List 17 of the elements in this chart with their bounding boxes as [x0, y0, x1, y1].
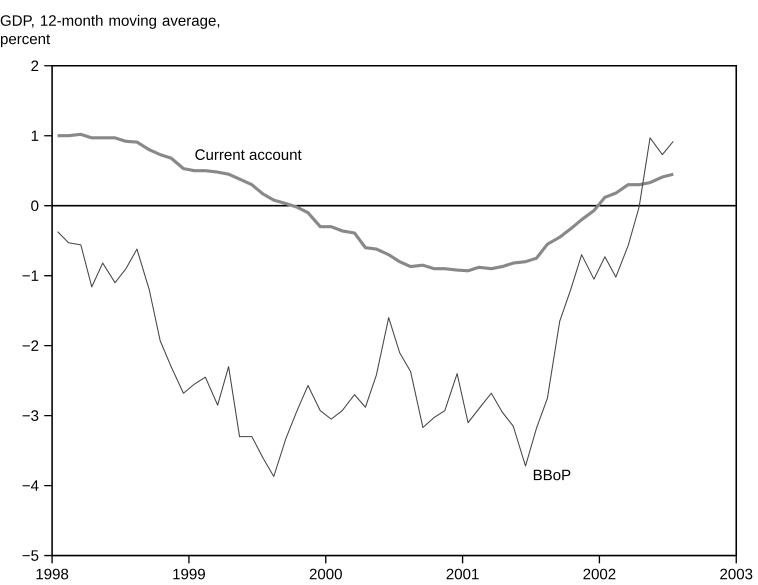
y-tick-label: −3: [22, 410, 38, 421]
y-tick-label: −4: [22, 480, 39, 491]
y-tick-label: −5: [22, 550, 38, 561]
x-tick-label: 2002: [583, 568, 616, 580]
y-tick-label: 0: [31, 200, 38, 212]
x-tick-label: 2003: [720, 568, 752, 580]
y-axis-title: GDP, 12-month moving average, percent: [0, 14, 220, 48]
x-tick-label: 2001: [446, 568, 479, 580]
x-tick-label: 2000: [310, 568, 342, 580]
y-tick-label: 2: [31, 60, 38, 72]
series-label: BBoP: [534, 470, 570, 480]
series-label: Current account: [195, 149, 302, 160]
x-tick-label: 1999: [173, 568, 205, 580]
y-tick-label: −1: [22, 270, 38, 281]
x-tick-label: 1998: [36, 568, 68, 580]
y-tick-label: −2: [22, 340, 38, 351]
y-tick-label: 1: [32, 130, 38, 141]
